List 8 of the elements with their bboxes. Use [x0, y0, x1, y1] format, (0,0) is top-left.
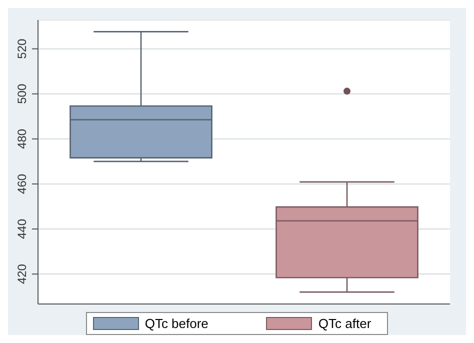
- legend-label: QTc before: [144, 316, 208, 331]
- y-tick-label: 500: [15, 84, 29, 104]
- y-tick-label: 440: [15, 218, 29, 240]
- y-tick-label: 480: [15, 128, 29, 149]
- y-tick-label: 520: [15, 38, 29, 59]
- legend-label: QTc after: [318, 316, 372, 331]
- y-tick-label: 420: [15, 264, 29, 284]
- y-tick-label: 460: [15, 174, 29, 194]
